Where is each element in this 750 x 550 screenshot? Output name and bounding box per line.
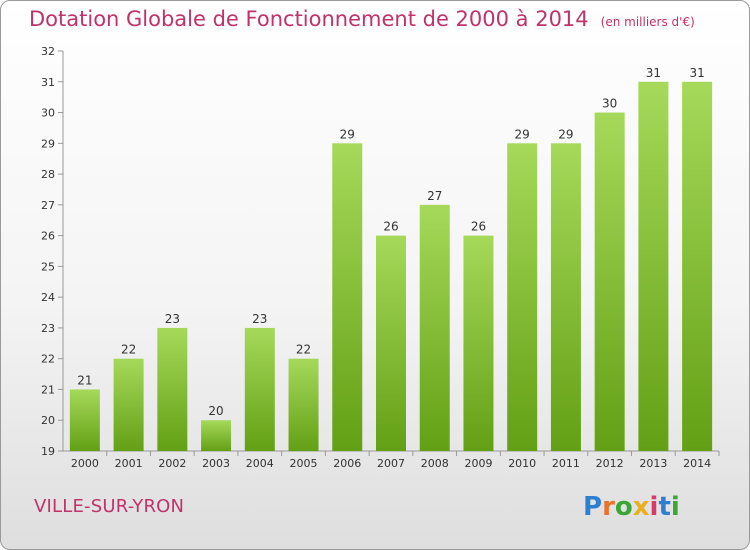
bar-2009 — [463, 235, 494, 451]
x-tick-label-2007: 2007 — [377, 457, 405, 470]
y-tick-label: 20 — [41, 414, 55, 427]
x-tick-label-2014: 2014 — [683, 457, 711, 470]
y-tick-label: 24 — [41, 291, 55, 304]
x-tick-label-2003: 2003 — [202, 457, 230, 470]
bar-2002 — [157, 327, 188, 451]
bar-2012 — [594, 112, 625, 452]
y-tick-label: 30 — [41, 107, 55, 120]
value-label-2010: 29 — [515, 127, 530, 141]
x-tick-label-2000: 2000 — [71, 457, 99, 470]
x-tick-label-2006: 2006 — [333, 457, 361, 470]
bar-2006 — [332, 143, 363, 452]
value-label-2014: 31 — [689, 66, 704, 80]
value-label-2007: 26 — [383, 220, 398, 234]
y-tick-label: 21 — [41, 383, 55, 396]
y-tick-label: 29 — [41, 137, 55, 150]
y-tick-label: 19 — [41, 445, 55, 458]
bar-2005 — [288, 358, 319, 451]
value-label-2003: 20 — [208, 404, 223, 418]
commune-name: VILLE-SUR-YRON — [34, 496, 185, 517]
proxiti-logo: Proxiti — [583, 492, 680, 522]
bar-2014 — [682, 81, 713, 452]
y-tick-label: 25 — [41, 260, 55, 273]
unit-text: (en milliers d'€) — [600, 15, 695, 29]
value-label-2005: 22 — [296, 343, 311, 357]
bar-2001 — [113, 358, 144, 451]
value-label-2001: 22 — [121, 343, 136, 357]
y-tick-label: 26 — [41, 230, 55, 243]
bar-2013 — [638, 81, 669, 452]
value-label-2013: 31 — [646, 66, 661, 80]
x-tick-label-2008: 2008 — [421, 457, 449, 470]
value-label-2004: 23 — [252, 312, 267, 326]
x-tick-label-2005: 2005 — [290, 457, 318, 470]
value-label-2012: 30 — [602, 97, 617, 111]
x-tick-label-2013: 2013 — [639, 457, 667, 470]
bar-2008 — [419, 204, 450, 451]
bar-2003 — [201, 420, 232, 451]
y-tick-label: 23 — [41, 322, 55, 335]
x-tick-label-2009: 2009 — [464, 457, 492, 470]
y-tick-label: 32 — [41, 45, 55, 58]
bar-2011 — [550, 143, 581, 452]
y-tick-label: 31 — [41, 76, 55, 89]
x-tick-label-2012: 2012 — [596, 457, 624, 470]
value-label-2002: 23 — [165, 312, 180, 326]
chart-title: Dotation Globale de Fonctionnement de 20… — [29, 7, 695, 31]
value-label-2006: 29 — [340, 127, 355, 141]
value-label-2008: 27 — [427, 189, 442, 203]
bar-2010 — [507, 143, 538, 452]
bar-2007 — [376, 235, 406, 451]
x-tick-label-2001: 2001 — [115, 457, 143, 470]
value-label-2000: 21 — [77, 373, 92, 387]
y-tick-label: 22 — [41, 353, 55, 366]
y-tick-label: 28 — [41, 168, 55, 181]
x-tick-label-2004: 2004 — [246, 457, 274, 470]
value-label-2011: 29 — [558, 127, 573, 141]
x-tick-label-2002: 2002 — [158, 457, 186, 470]
x-tick-label-2011: 2011 — [552, 457, 580, 470]
bar-2000 — [69, 389, 100, 451]
value-label-2009: 26 — [471, 220, 486, 234]
bar-2004 — [244, 327, 275, 451]
y-tick-label: 27 — [41, 199, 55, 212]
title-text: Dotation Globale de Fonctionnement de 20… — [29, 7, 589, 31]
x-tick-label-2010: 2010 — [508, 457, 536, 470]
